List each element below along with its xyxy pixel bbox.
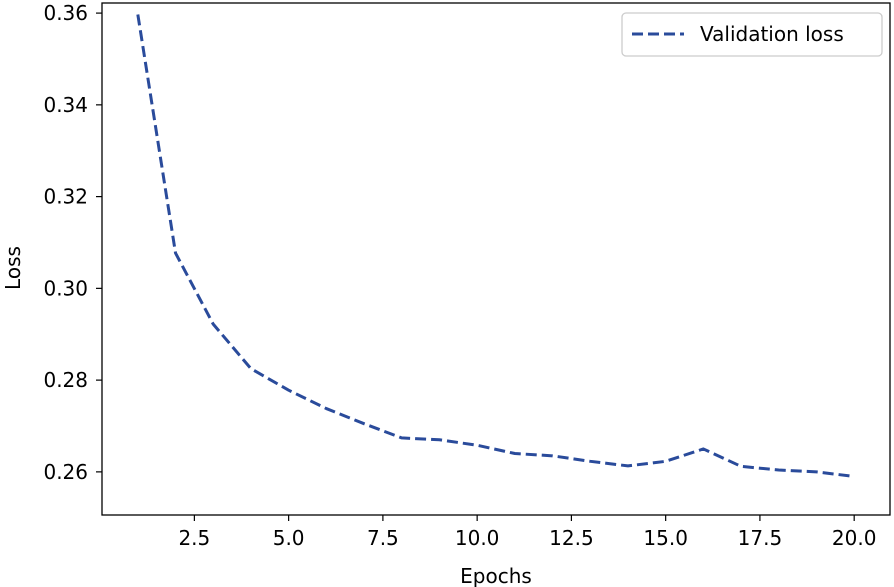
x-tick-label: 2.5 — [178, 526, 210, 550]
x-axis-label: Epochs — [460, 564, 532, 587]
x-tick-label: 17.5 — [738, 526, 783, 550]
y-tick-label: 0.28 — [43, 368, 88, 392]
legend-box — [621, 12, 883, 57]
x-axis: 2.5 5.0 7.5 10.0 12.5 15.0 17.5 20.0 — [178, 515, 876, 550]
y-tick-label: 0.34 — [43, 93, 88, 117]
plot-frame — [101, 2, 891, 516]
x-tick-label: 5.0 — [273, 526, 305, 550]
x-tick-label: 10.0 — [455, 526, 500, 550]
x-tick-label: 7.5 — [367, 526, 399, 550]
series-layer — [136, 14, 855, 478]
y-tick-label: 0.32 — [43, 185, 88, 209]
y-axis-label: Loss — [1, 246, 25, 290]
y-tick-label: 0.36 — [43, 1, 88, 25]
y-tick-label: 0.26 — [43, 460, 88, 484]
x-tick-label: 12.5 — [549, 526, 594, 550]
x-tick-label: 15.0 — [643, 526, 688, 550]
x-tick-label: 20.0 — [832, 526, 877, 550]
legend-label: Validation loss — [700, 22, 844, 46]
y-axis: 0.26 0.28 0.30 0.32 0.34 0.36 — [43, 1, 102, 484]
legend: Validation loss — [621, 12, 883, 57]
y-tick-label: 0.30 — [43, 276, 88, 300]
series-line-validation-loss — [136, 14, 855, 478]
